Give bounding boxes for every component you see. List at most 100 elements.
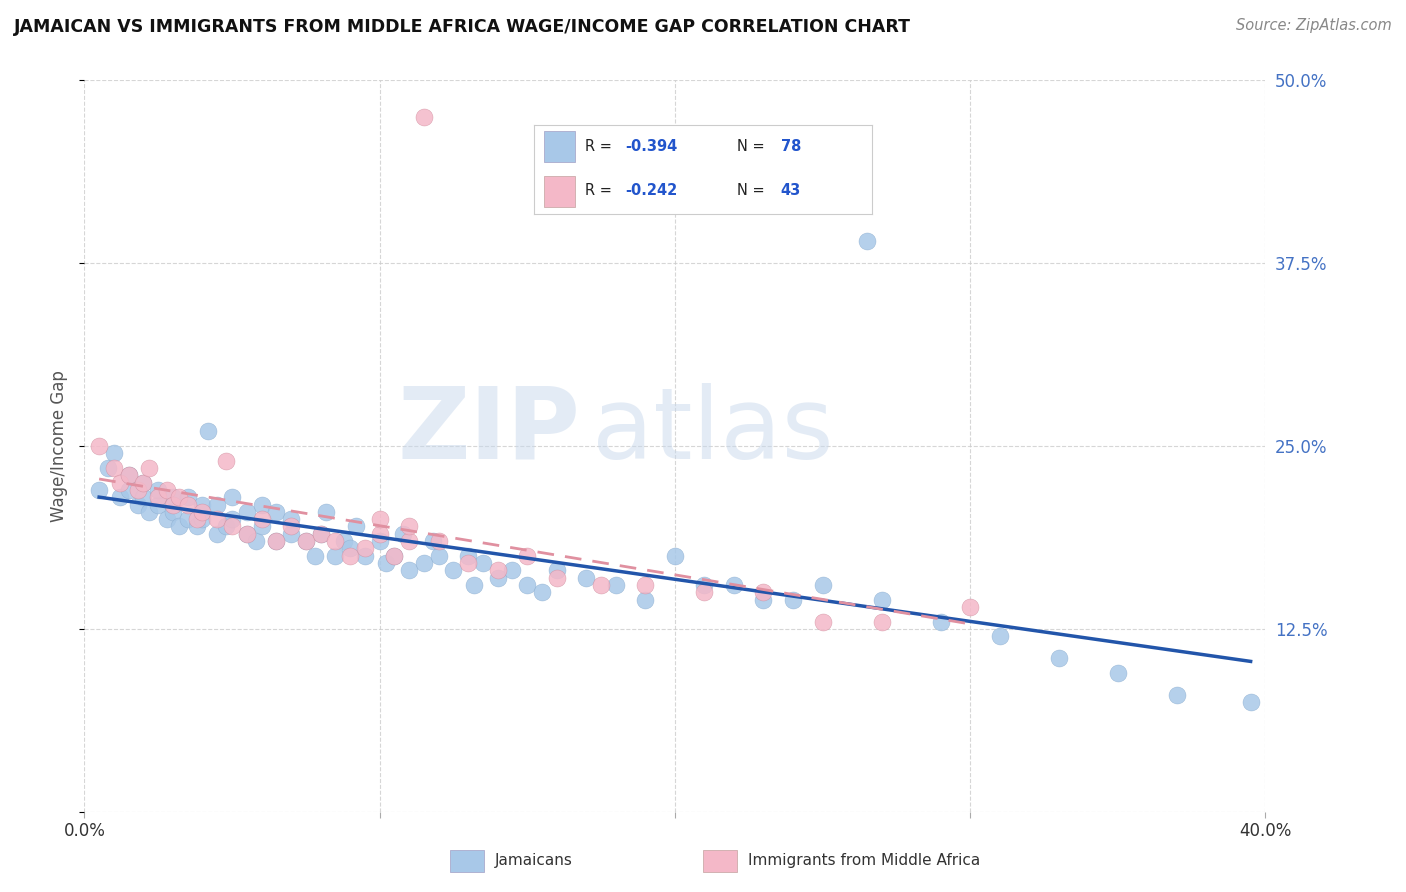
Point [344,519,367,533]
Point [167,519,190,533]
Point [457,549,479,563]
Point [441,563,464,577]
Point [723,578,745,592]
Point [264,505,288,519]
Point [221,519,243,533]
Point [118,483,141,497]
Point [339,549,361,563]
FancyBboxPatch shape [450,849,484,872]
Point [323,549,347,563]
Point [108,490,131,504]
FancyBboxPatch shape [544,176,575,207]
Point [280,512,302,526]
Point [250,519,273,533]
Text: -0.394: -0.394 [626,139,678,153]
Point [530,585,553,599]
Point [368,512,391,526]
Text: Jamaicans: Jamaicans [495,854,572,868]
Point [221,512,243,526]
Point [250,512,273,526]
Point [782,592,804,607]
Point [177,512,200,526]
Point [368,526,391,541]
Point [205,512,228,526]
Point [132,475,155,490]
Point [1047,651,1070,665]
Point [309,526,332,541]
Point [634,592,657,607]
Point [236,526,259,541]
Text: JAMAICAN VS IMMIGRANTS FROM MIDDLE AFRICA WAGE/INCOME GAP CORRELATION CHART: JAMAICAN VS IMMIGRANTS FROM MIDDLE AFRIC… [14,18,911,36]
Point [177,490,200,504]
Point [811,578,834,592]
Point [398,534,420,549]
Point [457,556,479,570]
Text: 78: 78 [780,139,801,153]
Point [382,549,406,563]
Text: atlas: atlas [592,383,834,480]
Point [427,534,450,549]
Point [413,556,436,570]
Point [855,234,877,248]
Point [382,549,406,563]
Point [162,490,184,504]
Point [546,571,568,585]
Point [191,498,214,512]
Point [339,541,361,556]
Point [236,526,259,541]
Point [693,585,716,599]
Point [392,526,415,541]
Point [197,425,219,439]
Point [634,578,657,592]
Point [177,498,200,512]
Text: N =: N = [737,139,769,153]
Point [575,571,598,585]
Point [486,571,509,585]
Text: 43: 43 [780,184,801,198]
Point [89,439,111,453]
Point [309,526,332,541]
Point [118,468,141,483]
Point [516,549,538,563]
Point [221,490,243,504]
Point [89,483,111,497]
Point [264,534,288,549]
Point [127,483,149,497]
Point [167,490,190,504]
FancyBboxPatch shape [703,849,737,872]
Point [97,461,120,475]
Point [368,534,391,549]
Point [245,534,267,549]
Point [162,498,184,512]
Point [295,534,318,549]
Point [132,475,155,490]
Point [280,526,302,541]
Point [811,615,834,629]
Point [374,556,396,570]
Point [1166,688,1188,702]
Point [870,592,893,607]
Point [752,592,775,607]
Point [156,512,179,526]
Point [280,519,302,533]
Text: -0.242: -0.242 [626,184,678,198]
Point [103,446,125,460]
Text: R =: R = [585,184,616,198]
Point [591,578,613,592]
Point [472,556,495,570]
Point [959,599,981,614]
Point [501,563,523,577]
Point [929,615,952,629]
Point [323,534,347,549]
Point [191,512,214,526]
Point [186,519,208,533]
Point [118,468,141,483]
Y-axis label: Wage/Income Gap: Wage/Income Gap [51,370,69,522]
Point [186,512,208,526]
Point [354,549,377,563]
Point [463,578,485,592]
Point [870,615,893,629]
Point [333,534,356,549]
Point [215,453,238,467]
Point [295,534,318,549]
